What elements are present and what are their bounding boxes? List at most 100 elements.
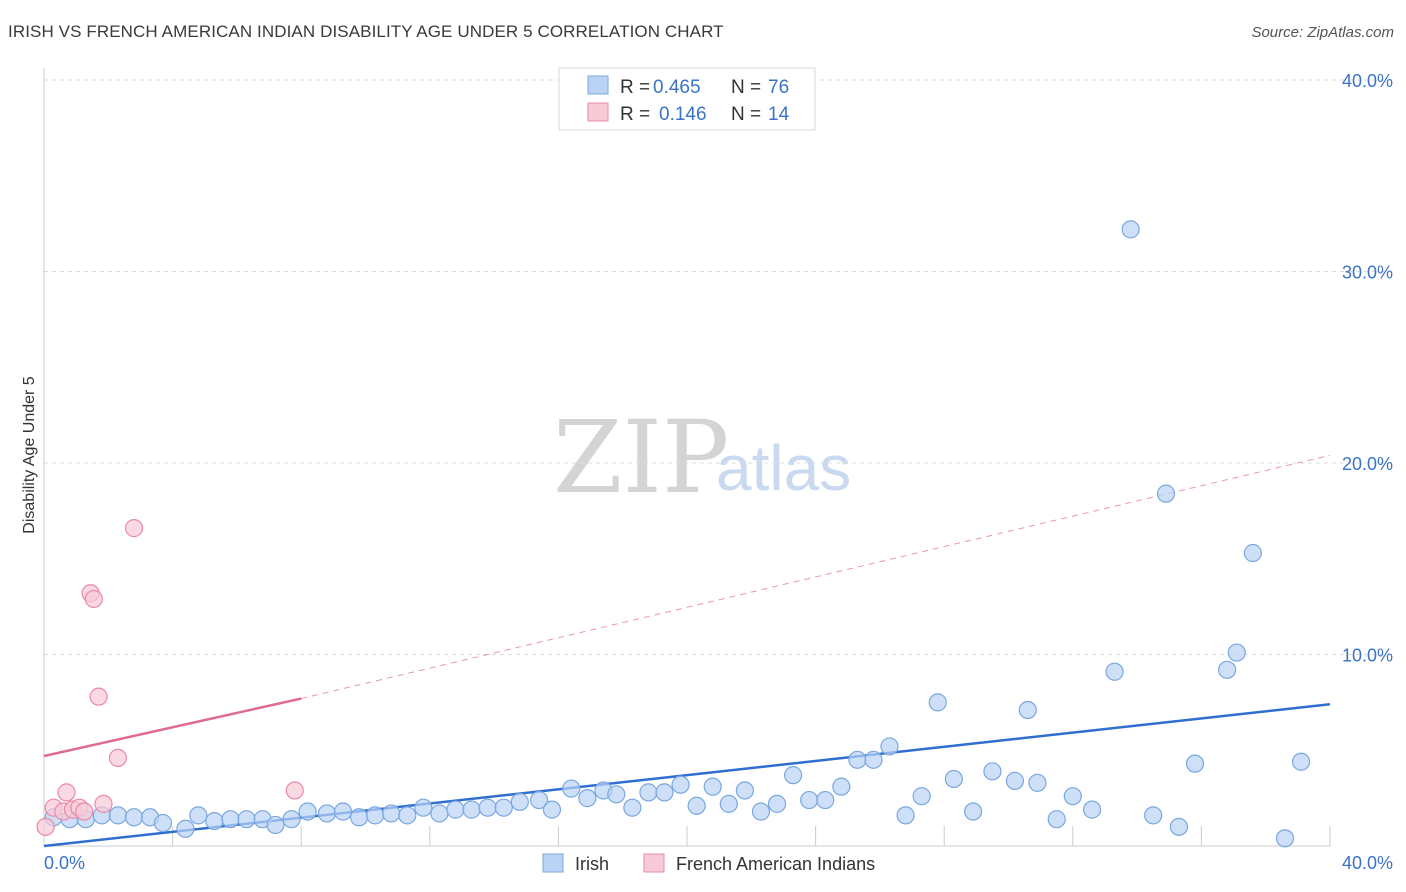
legend-n-value-french: 14 [768, 104, 790, 125]
legend-r-value-irish: 0.465 [653, 77, 701, 98]
legend-r-value-french: 0.146 [659, 104, 707, 125]
point-irish-59 [1005, 771, 1025, 790]
point-irish-32 [562, 779, 581, 798]
point-irish-30 [530, 790, 549, 810]
watermark-atlas: atlas [716, 432, 851, 504]
point-irish-33 [578, 789, 597, 808]
y-tick-label-20: 20.0% [1342, 454, 1393, 474]
point-irish-7 [153, 813, 173, 833]
top-legend: R = 0.465 N = 76 R = 0.146 N = 14 [558, 67, 816, 131]
point-irish-14 [266, 815, 285, 835]
y-tick-label-40: 40.0% [1342, 71, 1393, 91]
point-irish-20 [366, 806, 385, 825]
point-irish-47 [800, 790, 819, 810]
point-irish-12 [237, 810, 256, 829]
point-irish-72 [1227, 643, 1246, 662]
point-irish-60 [1018, 700, 1037, 720]
point-irish-40 [687, 796, 706, 815]
point-french-0 [36, 817, 55, 836]
chart-title: IRISH VS FRENCH AMERICAN INDIAN DISABILI… [8, 22, 724, 41]
x-tick-label-min: 0.0% [44, 853, 85, 873]
point-irish-18 [333, 802, 353, 821]
bottom-legend-swatch-irish [542, 853, 564, 873]
legend-r-label-irish: R = [620, 77, 650, 98]
point-irish-44 [751, 802, 771, 821]
point-irish-8 [176, 819, 195, 838]
point-irish-16 [298, 802, 317, 821]
bottom-legend-label-irish: Irish [575, 854, 609, 874]
point-irish-10 [205, 812, 224, 831]
point-irish-71 [1218, 660, 1237, 679]
point-irish-51 [864, 750, 883, 769]
y-tick-label-10: 10.0% [1342, 646, 1393, 666]
point-irish-70 [1185, 754, 1205, 773]
point-irish-58 [983, 762, 1002, 781]
point-irish-24 [430, 804, 449, 823]
point-irish-65 [1105, 662, 1124, 681]
source-credit: Source: ZipAtlas.com [1251, 24, 1394, 41]
y-axis-label: Disability Age Under 5 [21, 376, 38, 534]
point-irish-5 [124, 808, 144, 827]
point-irish-39 [671, 775, 690, 794]
point-irish-38 [655, 783, 674, 802]
bottom-legend-swatch-french [643, 853, 665, 873]
trendline-french [43, 697, 302, 758]
point-irish-63 [1063, 787, 1082, 806]
point-irish-15 [282, 810, 301, 829]
point-french-6 [75, 802, 94, 821]
point-irish-43 [735, 781, 754, 800]
point-irish-29 [510, 792, 529, 812]
y-tick-label-30: 30.0% [1342, 263, 1393, 283]
point-irish-21 [382, 804, 401, 823]
bottom-legend: Irish French American Indians [542, 853, 875, 874]
point-irish-75 [1291, 752, 1311, 771]
point-irish-69 [1169, 817, 1188, 836]
point-irish-4 [108, 806, 128, 825]
legend-n-label-irish: N = [731, 77, 761, 98]
bottom-legend-label-french: French American Indians [676, 854, 875, 874]
point-irish-42 [719, 794, 738, 813]
x-tick-label-max: 40.0% [1342, 853, 1393, 873]
point-irish-54 [912, 787, 931, 806]
point-irish-68 [1156, 484, 1176, 503]
point-irish-49 [832, 777, 851, 796]
point-french-3 [57, 783, 76, 802]
watermark-zip: ZIP [553, 399, 729, 516]
point-irish-53 [896, 806, 915, 825]
point-irish-35 [607, 785, 626, 804]
point-irish-22 [398, 806, 417, 825]
point-french-11 [108, 748, 128, 768]
legend-n-value-irish: 76 [768, 77, 789, 98]
point-french-10 [94, 794, 113, 813]
point-irish-74 [1275, 829, 1295, 848]
point-irish-62 [1047, 810, 1066, 829]
point-irish-45 [767, 794, 787, 813]
point-irish-41 [703, 777, 722, 796]
point-irish-11 [221, 810, 240, 829]
point-irish-67 [1144, 806, 1163, 825]
point-french-9 [89, 687, 108, 706]
legend-swatch-irish [587, 75, 609, 95]
point-irish-48 [816, 790, 835, 810]
point-irish-56 [944, 769, 963, 789]
point-irish-66 [1121, 220, 1140, 239]
legend-swatch-french [587, 102, 609, 122]
point-french-13 [285, 781, 304, 800]
point-irish-17 [317, 804, 337, 823]
point-french-8 [84, 589, 103, 609]
point-irish-46 [783, 766, 803, 785]
point-irish-57 [964, 802, 983, 821]
point-irish-73 [1243, 543, 1262, 563]
point-irish-23 [414, 798, 433, 817]
point-irish-61 [1028, 773, 1047, 792]
point-irish-19 [349, 808, 369, 827]
point-irish-31 [542, 800, 562, 819]
point-irish-36 [623, 798, 642, 817]
point-irish-55 [928, 693, 947, 712]
point-french-12 [124, 519, 144, 538]
legend-r-label-french: R = [620, 104, 650, 125]
point-irish-25 [446, 800, 465, 819]
point-irish-37 [639, 783, 658, 802]
point-irish-26 [462, 800, 481, 819]
